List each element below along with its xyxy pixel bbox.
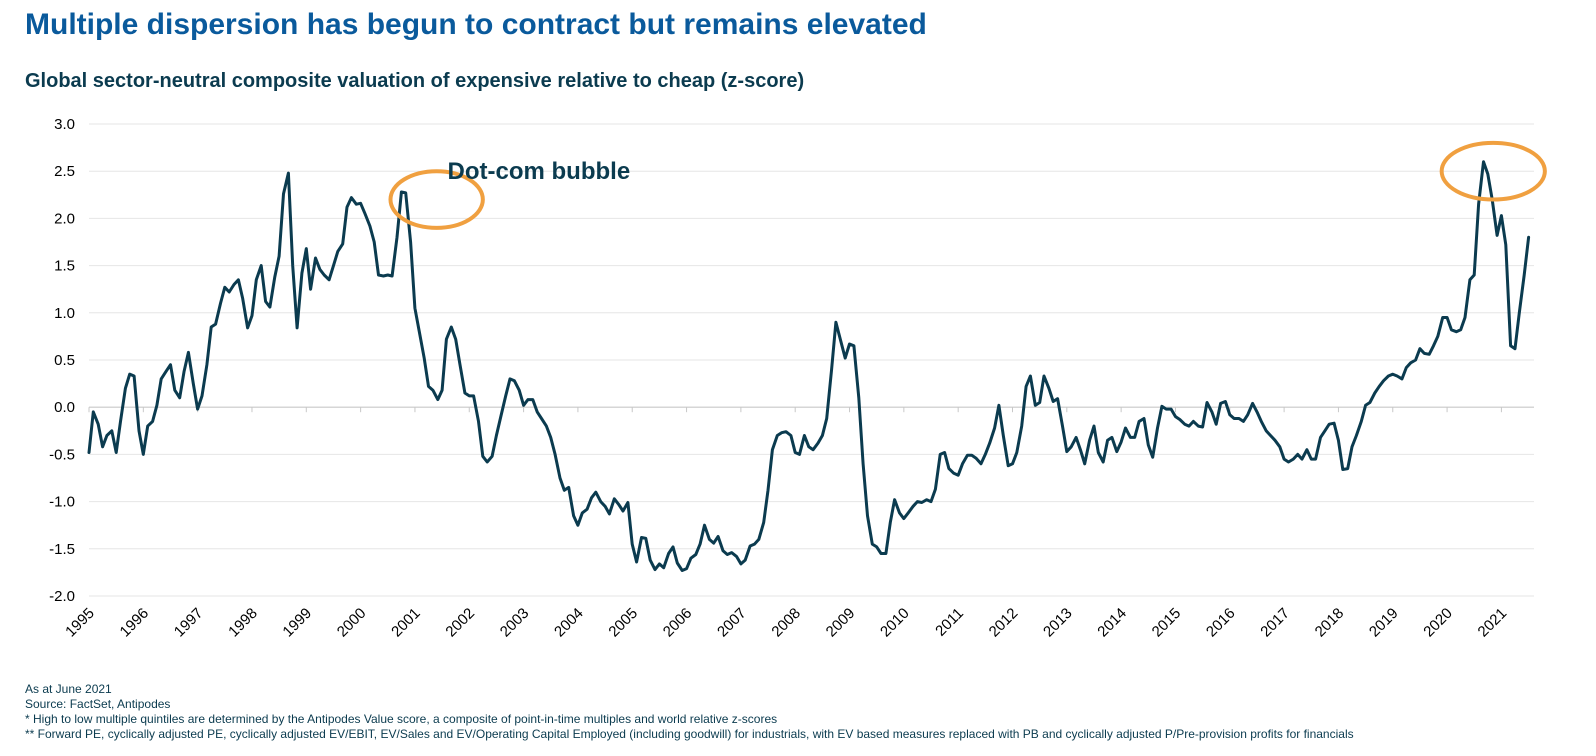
- x-tick-label: 2010: [877, 605, 913, 641]
- x-tick-label: 2002: [442, 605, 478, 641]
- y-tick-label: 2.5: [54, 163, 75, 180]
- y-tick-label: -1.5: [49, 541, 75, 558]
- y-tick-label: 1.5: [54, 258, 75, 275]
- x-tick-label: 2012: [986, 605, 1022, 641]
- chart-notes: As at June 2021 Source: FactSet, Antipod…: [25, 682, 1354, 742]
- x-tick-label: 1995: [62, 605, 98, 641]
- line-chart: 3.02.52.01.51.00.50.0-0.5-1.0-1.5-2.0199…: [49, 116, 1547, 640]
- x-tick-label: 2008: [768, 605, 804, 641]
- x-tick-label: 2001: [388, 605, 424, 641]
- annotations: Dot-com bubble: [388, 140, 1547, 230]
- x-tick-label: 2017: [1257, 605, 1293, 641]
- y-tick-label: -0.5: [49, 446, 75, 463]
- x-tick-label: 2005: [605, 605, 641, 641]
- y-tick-label: 1.0: [54, 305, 75, 322]
- y-tick-label: -2.0: [49, 588, 75, 605]
- x-tick-label: 2011: [932, 605, 967, 640]
- x-tick-label: 2006: [660, 605, 696, 641]
- y-tick-label: 0.0: [54, 399, 75, 416]
- gridlines: [89, 123, 1534, 597]
- series-line: [87, 160, 1531, 572]
- chart-subtitle: Global sector-neutral composite valuatio…: [25, 70, 805, 92]
- x-tick-label: 2000: [334, 605, 370, 641]
- highlight-ellipse: [1439, 140, 1547, 202]
- y-tick-label: 2.0: [54, 210, 75, 227]
- x-tick-label: 2004: [551, 605, 587, 641]
- x-tick-label: 2009: [823, 605, 859, 641]
- x-tick-label: 2016: [1203, 605, 1239, 641]
- page-title: Multiple dispersion has begun to contrac…: [25, 8, 927, 41]
- x-tick-label: 1996: [117, 605, 153, 641]
- x-tick-label: 2019: [1366, 605, 1402, 641]
- y-tick-label: 0.5: [54, 352, 75, 369]
- x-tick-label: 2013: [1040, 605, 1076, 641]
- note-as-at: As at June 2021: [25, 682, 112, 696]
- series: [87, 160, 1531, 572]
- annotation-dotcom-bubble: Dot-com bubble: [448, 158, 631, 185]
- note-source: Source: FactSet, Antipodes: [25, 697, 171, 711]
- axes: 3.02.52.01.51.00.50.0-0.5-1.0-1.5-2.0199…: [49, 116, 1534, 640]
- x-tick-label: 1997: [171, 605, 207, 641]
- x-tick-label: 1999: [280, 605, 316, 641]
- x-tick-label: 2018: [1312, 605, 1348, 641]
- note-footnote-1: * High to low multiple quintiles are det…: [25, 712, 778, 726]
- x-tick-label: 2007: [714, 605, 750, 641]
- x-tick-label: 2014: [1094, 605, 1130, 641]
- x-tick-label: 1998: [225, 605, 261, 641]
- y-tick-label: -1.0: [49, 494, 75, 511]
- x-tick-label: 2020: [1420, 605, 1456, 641]
- y-tick-label: 3.0: [54, 116, 75, 133]
- x-tick-label: 2003: [497, 605, 533, 641]
- x-tick-label: 2015: [1149, 605, 1185, 641]
- x-tick-label: 2021: [1475, 605, 1511, 641]
- highlight-ellipse: [388, 169, 485, 230]
- note-footnote-2: ** Forward PE, cyclically adjusted PE, c…: [25, 727, 1354, 741]
